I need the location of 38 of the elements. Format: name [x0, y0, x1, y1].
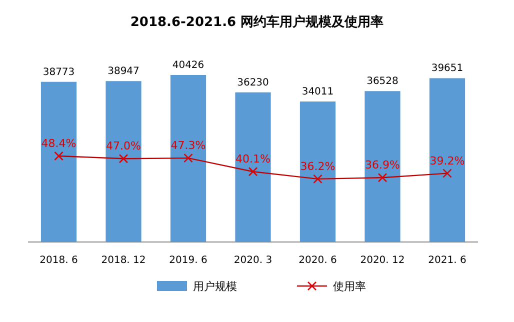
- x-tick-label: 2019. 6: [169, 255, 208, 266]
- point: [378, 172, 388, 182]
- data-label: 34011: [302, 86, 334, 98]
- data-label: 40426: [172, 60, 204, 71]
- point: [118, 154, 128, 164]
- data-label: 40.1%: [236, 152, 270, 166]
- bar: [300, 102, 336, 242]
- legend-label: 用户规模: [193, 280, 237, 293]
- legend-label: 使用率: [333, 280, 366, 293]
- data-label: 47.0%: [106, 140, 141, 153]
- x-tick-label: 2020. 3: [234, 255, 272, 266]
- chart-title: 2018.6-2021.6 网约车用户规模及使用率: [130, 14, 384, 30]
- bar: [40, 82, 77, 242]
- data-label: 36230: [237, 77, 269, 88]
- data-label: 36.9%: [365, 158, 400, 172]
- bar: [364, 91, 400, 242]
- point: [248, 166, 258, 176]
- point: [442, 168, 452, 178]
- data-label: 38947: [108, 66, 140, 78]
- x-tick-label: 2020. 12: [360, 255, 405, 266]
- data-label: 36.2%: [300, 160, 336, 173]
- point: [313, 174, 322, 184]
- data-label: 39651: [431, 63, 464, 74]
- data-label: 48.4%: [41, 137, 76, 150]
- bar: [106, 81, 142, 242]
- data-label: 38773: [42, 66, 75, 78]
- data-label: 47.3%: [170, 139, 206, 152]
- x-tick-label: 2018. 6: [40, 255, 78, 266]
- bar: [170, 75, 206, 242]
- bar: [429, 78, 466, 242]
- x-tick-label: 2021. 6: [428, 255, 466, 266]
- bar: [235, 92, 271, 242]
- x-tick-label: 2018. 12: [101, 255, 146, 266]
- point: [54, 151, 64, 161]
- data-label: 39.2%: [430, 154, 465, 168]
- point: [184, 153, 193, 163]
- x-tick-label: 2020. 6: [298, 255, 337, 266]
- data-label: 36528: [366, 76, 398, 88]
